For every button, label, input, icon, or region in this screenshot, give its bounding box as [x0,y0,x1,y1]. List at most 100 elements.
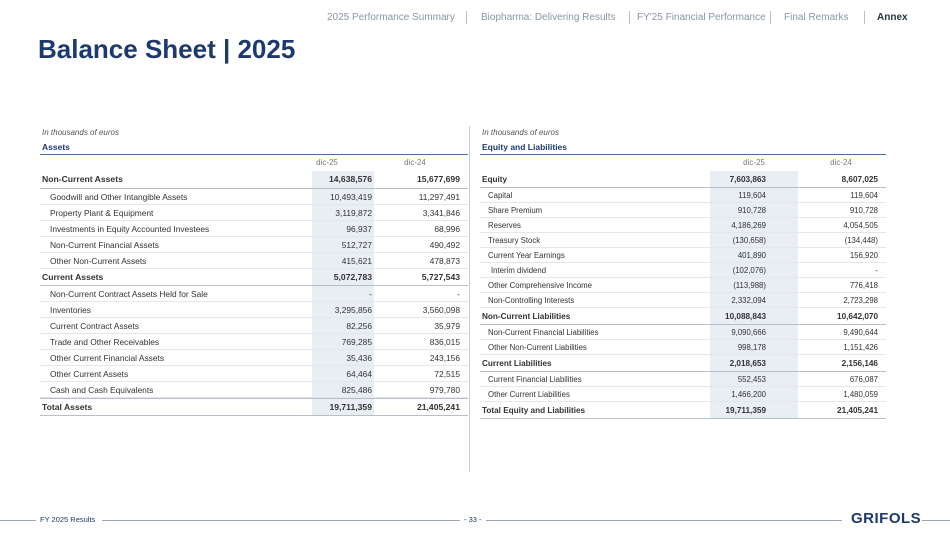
value-dic25: 1,466,200 [731,390,766,399]
value-dic24: (134,448) [844,236,878,245]
value-dic25: 96,937 [346,223,372,234]
value-dic24: 243,156 [429,353,460,363]
footer-rule [486,520,842,521]
value-dic25: 4,186,269 [731,221,766,230]
table-row: Investments in Equity Accounted Investee… [40,220,468,237]
row-label: Non-Current Liabilities [482,312,571,321]
current-year-column-shade [710,203,798,217]
value-dic24: 35,979 [434,321,460,331]
table-row: Trade and Other Receivables 769,285 836,01… [40,334,468,350]
page-number: - 33 - [464,515,482,524]
value-dic25: 9,090,666 [731,328,766,337]
row-label: Goodwill and Other Intangible Assets [50,191,188,202]
assets-units-note: In thousands of euros [42,128,119,137]
current-year-column-shade [710,188,798,202]
current-year-column-shade [312,318,374,333]
current-year-column-shade [312,204,374,220]
value-dic25: 401,890 [737,251,766,260]
value-dic25: 19,711,359 [329,402,372,412]
value-dic24: 2,156,146 [841,359,878,368]
value-dic25: 3,295,856 [334,305,372,315]
current-year-column-shade [312,236,374,252]
value-dic24: 11,297,491 [418,191,460,202]
current-year-column-shade [312,302,374,317]
value-dic24: 156,920 [849,251,878,260]
current-year-column-shade [312,268,374,285]
current-year-column-shade [710,248,798,262]
current-year-column-shade [710,263,798,277]
row-label: Non-Controlling Interests [488,296,575,305]
table-row: Other Non-Current Assets 415,621 478,873 [40,252,468,269]
row-label: Treasury Stock [488,236,541,245]
value-dic25: 119,604 [738,191,766,200]
nav-item-performance-summary[interactable]: 2025 Performance Summary [327,12,455,23]
value-dic24: 776,418 [849,281,878,290]
table-row: Treasury Stock (130,658) (134,448) [480,233,886,248]
value-dic25: 10,493,419 [330,191,372,202]
row-label: Trade and Other Receivables [50,337,160,347]
current-year-column-shade [312,334,374,349]
value-dic25: 2,018,653 [729,359,766,368]
table-row: Current Contract Assets 82,256 35,979 [40,318,468,334]
footer-report-name: FY 2025 Results [40,515,96,524]
value-dic25: 998,178 [737,343,766,352]
nav-separator [629,11,630,24]
nav-separator [864,11,865,24]
current-year-column-shade [710,171,798,187]
nav-item-annex[interactable]: Annex [877,12,908,23]
row-label: Non-Current Assets [42,174,123,184]
row-label: Capital [488,191,513,200]
current-year-column-shade [312,350,374,365]
row-label: Cash and Cash Equivalents [50,385,154,395]
value-dic24: 68,996 [434,223,460,234]
current-year-column-shade [312,286,374,301]
table-row: Non-Current Contract Assets Held for Sal… [40,286,468,302]
row-label: Non-Current Financial Liabilities [488,328,599,337]
table-row: Current Financial Liabilities 552,453 676,… [480,372,886,387]
value-dic25: 769,285 [341,337,372,347]
current-year-column-shade [710,325,798,339]
value-dic24: - [457,289,460,299]
nav-separator [770,11,771,24]
current-year-column-shade [312,252,374,268]
value-dic25: 19,711,359 [725,406,766,415]
value-dic24: 72,515 [434,369,460,379]
current-year-column-shade [710,308,798,324]
current-year-column-shade [710,372,798,386]
value-dic24: 979,780 [429,385,460,395]
value-dic24: 1,151,426 [843,343,878,352]
footer-rule [102,520,460,521]
row-label: Other Non-Current Assets [50,255,147,266]
value-dic25: 10,088,843 [725,312,766,321]
table-total-row: Total Assets 19,711,359 21,405,241 [40,398,468,416]
row-label: Interim dividend [491,266,547,275]
liabilities-units-note: In thousands of euros [482,128,559,137]
current-year-column-shade [312,382,374,397]
nav-item-final-remarks[interactable]: Final Remarks [784,12,849,23]
assets-table: In thousands of euros Assets dic-25 dic-… [40,126,468,416]
current-year-column-shade [312,171,374,188]
row-label: Other Non-Current Liabilities [488,343,587,352]
row-label: Non-Current Contract Assets Held for Sal… [50,289,208,299]
table-row: Property Plant & Equipment 3,119,872 3,341… [40,204,468,221]
current-year-column-shade [312,188,374,204]
grifols-logo: GRIFOLS [851,510,922,527]
value-dic24: 21,405,241 [416,402,460,412]
liabilities-col-dic25: dic-25 [743,158,765,167]
liabilities-column-headers: dic-25 dic-24 [480,155,886,171]
table-row: Inventories 3,295,856 3,560,098 [40,302,468,318]
table-total-row: Non-Current Assets 14,638,576 15,677,699 [40,171,468,189]
value-dic24: 910,728 [849,206,878,215]
nav-item-financial-performance[interactable]: FY'25 Financial Performance [637,12,766,23]
assets-rows: Non-Current Assets 14,638,576 15,677,699 Go… [40,171,468,416]
assets-col-dic25: dic-25 [316,158,338,167]
current-year-column-shade [710,278,798,292]
row-label: Other Current Financial Assets [50,353,165,363]
liabilities-col-dic24: dic-24 [830,158,852,167]
table-row: Other Current Liabilities 1,466,200 1,480,… [480,387,886,402]
value-dic24: 21,405,241 [837,406,878,415]
value-dic25: 910,728 [737,206,766,215]
value-dic24: 15,677,699 [416,174,460,184]
value-dic25: (113,988) [733,281,766,290]
nav-item-biopharma[interactable]: Biopharma: Delivering Results [481,12,616,23]
